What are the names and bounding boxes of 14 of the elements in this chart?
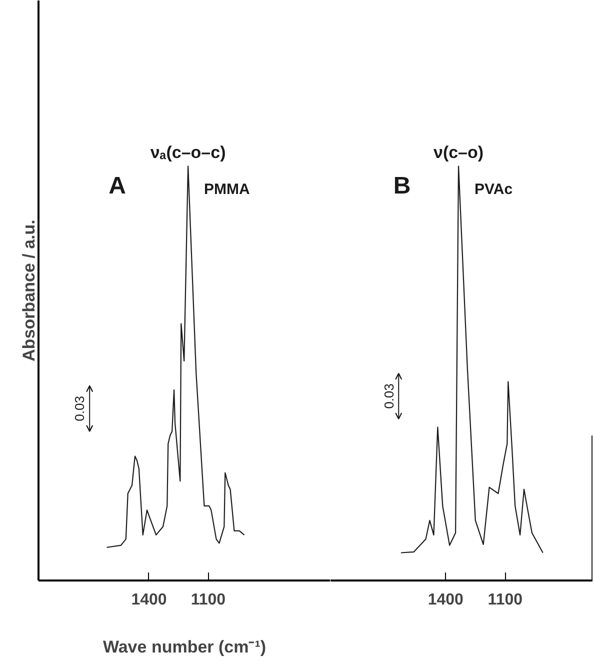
x-tick-label: 1400 (131, 592, 167, 608)
x-axis-title: Wave number (cm⁻¹) (102, 638, 266, 656)
chart-title: B (393, 172, 411, 200)
chart-title: A (108, 172, 126, 200)
series-label: PMMA (204, 181, 250, 198)
x-tick-label: 1100 (488, 592, 523, 608)
x-tick-label: 1400 (428, 592, 464, 608)
y-axis-title: Absorbance / a.u. (20, 220, 38, 362)
annotation: ν(c–o) (433, 143, 484, 162)
annotation: νₐ(c–o–c) (150, 143, 226, 162)
series-label: PVAc (474, 181, 513, 198)
annotation: 0.03 (381, 383, 396, 409)
annotation: 0.03 (72, 396, 87, 422)
x-tick-label: 1100 (190, 592, 226, 608)
